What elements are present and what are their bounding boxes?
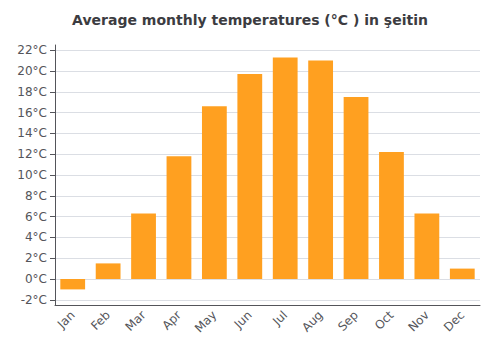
svg-text:20°C: 20°C bbox=[17, 64, 47, 78]
svg-text:Oct: Oct bbox=[372, 308, 397, 333]
svg-text:Apr: Apr bbox=[159, 308, 184, 333]
svg-text:22°C: 22°C bbox=[17, 43, 47, 57]
svg-text:Jan: Jan bbox=[54, 308, 78, 332]
svg-text:18°C: 18°C bbox=[17, 85, 47, 99]
svg-text:Nov: Nov bbox=[405, 308, 431, 334]
svg-text:14°C: 14°C bbox=[17, 126, 47, 140]
svg-text:Mar: Mar bbox=[123, 308, 149, 334]
svg-text:10°C: 10°C bbox=[17, 168, 47, 182]
svg-text:8°C: 8°C bbox=[25, 189, 47, 203]
svg-text:Feb: Feb bbox=[88, 308, 113, 333]
svg-text:May: May bbox=[192, 308, 219, 335]
svg-text:6°C: 6°C bbox=[25, 210, 47, 224]
svg-text:Aug: Aug bbox=[299, 308, 325, 334]
svg-text:2°C: 2°C bbox=[25, 251, 47, 265]
svg-text:4°C: 4°C bbox=[25, 230, 47, 244]
svg-text:-2°C: -2°C bbox=[21, 293, 47, 307]
svg-text:0°C: 0°C bbox=[25, 272, 47, 286]
svg-text:Average monthly temperatures (: Average monthly temperatures (°C ) in şe… bbox=[72, 12, 428, 28]
svg-text:Jul: Jul bbox=[269, 308, 290, 329]
svg-text:Sep: Sep bbox=[335, 308, 361, 334]
svg-text:12°C: 12°C bbox=[17, 147, 47, 161]
svg-text:Dec: Dec bbox=[441, 308, 467, 334]
svg-text:16°C: 16°C bbox=[17, 106, 47, 120]
svg-text:Jun: Jun bbox=[231, 308, 255, 332]
